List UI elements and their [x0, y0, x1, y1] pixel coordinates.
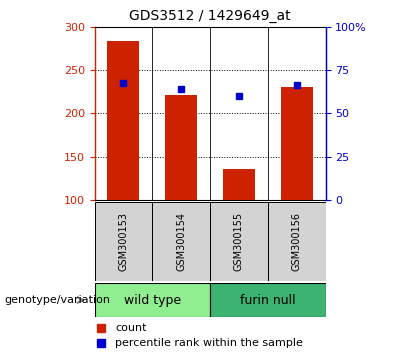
Bar — [210, 283, 326, 317]
Bar — [223, 169, 255, 200]
Text: percentile rank within the sample: percentile rank within the sample — [115, 338, 303, 348]
Text: furin null: furin null — [240, 293, 296, 307]
Bar — [210, 202, 268, 281]
Text: GDS3512 / 1429649_at: GDS3512 / 1429649_at — [129, 9, 291, 23]
Bar — [94, 202, 152, 281]
Text: GSM300156: GSM300156 — [291, 212, 302, 271]
Bar — [281, 87, 312, 200]
Bar — [165, 95, 197, 200]
Text: genotype/variation: genotype/variation — [4, 295, 110, 305]
Text: count: count — [115, 323, 147, 333]
Bar — [94, 283, 210, 317]
Text: GSM300153: GSM300153 — [118, 212, 129, 271]
Bar — [108, 41, 139, 200]
Text: GSM300154: GSM300154 — [176, 212, 186, 271]
Bar — [268, 202, 326, 281]
Bar — [152, 202, 210, 281]
Text: GSM300155: GSM300155 — [234, 212, 244, 271]
Text: wild type: wild type — [123, 293, 181, 307]
